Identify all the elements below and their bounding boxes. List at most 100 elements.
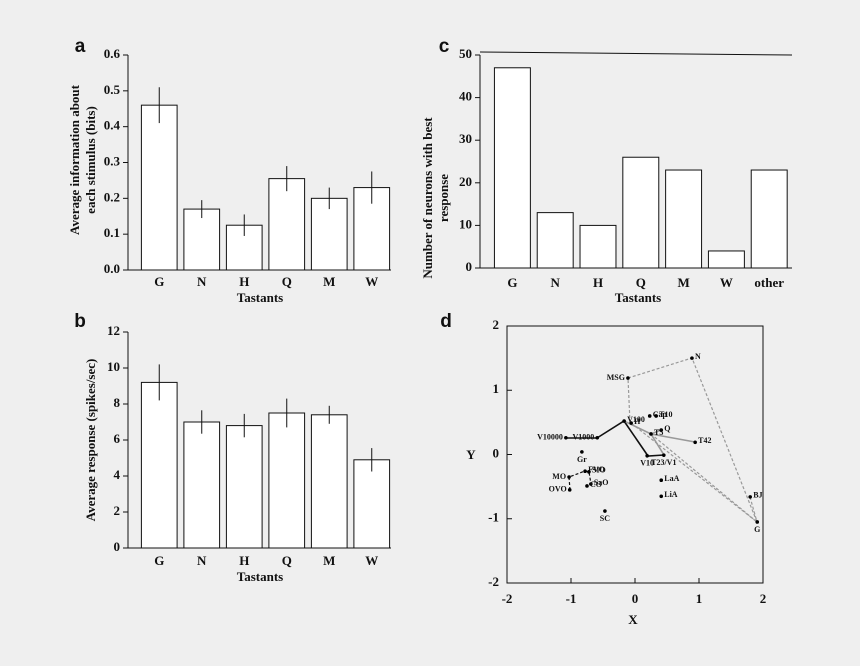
y-tick-label: 0 [493, 445, 500, 460]
point [595, 435, 600, 440]
x-axis-title: Tastants [615, 290, 661, 305]
point [659, 428, 664, 432]
x-tick-label: 0 [632, 591, 639, 606]
point [659, 494, 664, 499]
y-tick-label: -1 [488, 510, 499, 525]
bar [622, 156, 660, 269]
gray-connector [650, 433, 696, 443]
x-tick-label: -2 [502, 591, 513, 606]
y-axis-title: Y [466, 447, 476, 462]
x-tick-label: W [720, 275, 733, 290]
y-tick-label: 10 [107, 359, 120, 374]
x-tick-label: W [365, 553, 378, 568]
point [629, 421, 633, 425]
point-label: CO [590, 480, 602, 489]
point-label: Gr [577, 455, 587, 464]
x-tick-label: Q [636, 275, 646, 290]
bar [750, 169, 788, 269]
y-tick-label: 0.0 [104, 261, 120, 276]
x-tick-label: other [754, 275, 784, 290]
y-tick-label: 1 [493, 381, 500, 396]
point [567, 475, 571, 479]
y-tick-label: 50 [459, 46, 472, 61]
y-tick-label: 6 [114, 431, 121, 446]
gray-connector [650, 433, 665, 456]
point-label: T3 [654, 428, 663, 437]
x-tick-label: G [507, 275, 517, 290]
point [748, 495, 752, 499]
y-axis-title: Average information about [67, 84, 82, 235]
point-label: N [695, 352, 701, 361]
point-label: MSG [607, 373, 625, 382]
bar [183, 208, 221, 271]
x-tick-label: 2 [760, 591, 767, 606]
y-axis-title: each stimulus (bits) [83, 106, 98, 214]
point [626, 376, 630, 380]
point [583, 469, 587, 474]
point [603, 509, 607, 513]
point-label: G [754, 525, 760, 534]
y-tick-label: 0 [114, 539, 121, 554]
bar [140, 381, 178, 549]
x-tick-label: H [239, 274, 249, 289]
y-axis-title: Number of neurons with best [420, 117, 435, 279]
bar [353, 459, 391, 549]
panel-label: d [440, 311, 452, 332]
point [690, 356, 694, 360]
y-tick-label: 20 [459, 174, 472, 189]
point-label: OVO [549, 485, 567, 494]
point [567, 488, 572, 492]
x-tick-label: M [323, 274, 335, 289]
point-label: V100 [627, 415, 645, 424]
point-label: V10000 [537, 433, 563, 442]
x-tick-label: Q [282, 553, 292, 568]
x-tick-label: 1 [696, 591, 703, 606]
frame-top [479, 51, 793, 56]
point-label: FVO [588, 465, 605, 474]
y-tick-label: 10 [459, 216, 472, 231]
point-label: SIO [592, 466, 606, 475]
bar [268, 412, 306, 549]
point-label: SaO [594, 478, 609, 487]
x-tick-label: N [197, 274, 207, 289]
bar [579, 224, 617, 269]
bar [493, 67, 531, 269]
x-tick-label: H [239, 553, 249, 568]
x-axis-title: X [628, 612, 638, 627]
point [755, 520, 760, 524]
point [645, 453, 649, 458]
panel-label: a [75, 36, 86, 57]
y-tick-label: 0.1 [104, 225, 120, 240]
point [589, 482, 593, 486]
x-tick-label: N [551, 275, 561, 290]
point-label: T42 [698, 436, 711, 445]
point-label: V1000 [572, 433, 594, 442]
point-label: V10 [640, 459, 654, 468]
y-tick-label: 2 [114, 503, 121, 518]
point [622, 419, 626, 423]
bar [268, 178, 306, 271]
point [587, 470, 591, 474]
x-tick-label: G [154, 274, 164, 289]
point [654, 414, 658, 418]
point-label: MO [552, 472, 566, 481]
x-tick-label: M [677, 275, 689, 290]
point [649, 432, 653, 436]
point [693, 440, 697, 445]
point-label: BJ [753, 491, 762, 500]
y-tick-label: 30 [459, 131, 472, 146]
y-axis-title: Average response (spikes/sec) [83, 359, 98, 522]
bar [707, 250, 745, 269]
point [585, 484, 589, 488]
y-tick-label: 0.6 [104, 46, 121, 61]
point [647, 414, 652, 418]
x-tick-label: Q [282, 274, 292, 289]
x-tick-label: W [365, 274, 378, 289]
y-tick-label: 12 [107, 323, 120, 338]
dashed-connector [650, 433, 758, 523]
panel-label: b [74, 311, 86, 332]
point-label: Cap [653, 410, 668, 419]
point [659, 478, 664, 483]
